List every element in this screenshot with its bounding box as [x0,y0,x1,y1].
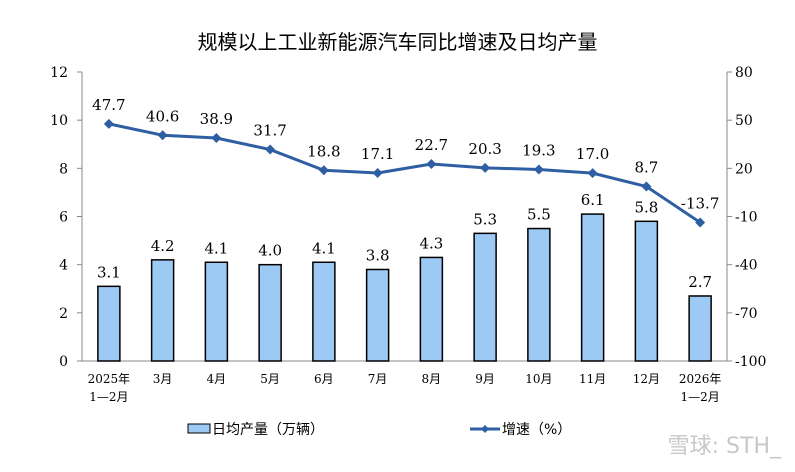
bar [365,268,390,362]
chart-title: 规模以上工业新能源汽车同比增速及日均产量 [197,30,598,54]
line-marker [372,167,383,178]
bar [204,261,229,362]
category-label: 4月 [207,372,227,386]
bar-data-label: 6.1 [581,191,605,209]
bar-data-label: 5.5 [527,206,551,224]
bar [97,285,121,362]
category-label: 3月 [153,372,173,386]
bar-data-label: 2.7 [688,273,712,291]
line-marker [695,217,706,228]
category-label: 2026年 [679,372,722,386]
line-marker [318,165,329,176]
bar [150,259,175,362]
right-tick-label: -10 [735,210,758,226]
category-label: 9月 [475,372,495,386]
category-label: 5月 [260,372,280,386]
line-data-label: 18.8 [307,142,340,160]
line-marker [103,118,114,129]
line-marker [641,181,652,192]
left-tick-label: 6 [59,210,68,226]
bar-data-label: 5.8 [634,198,658,216]
line-data-label: 40.6 [146,107,179,125]
bar [258,263,282,362]
category-label: 8月 [422,372,442,386]
right-tick-label: 20 [735,161,753,177]
legend-bar-label: 日均产量（万辆） [212,422,324,438]
line-data-label: 47.7 [92,96,125,114]
line-marker [211,132,222,143]
line-data-label: -13.7 [681,194,719,212]
growth-line [108,122,701,224]
left-tick-label: 2 [59,306,68,322]
line-marker [480,162,491,173]
line-data-label: 22.7 [415,136,448,154]
line-marker [533,164,544,175]
category-label: 7月 [368,372,388,386]
bar-data-label: 4.1 [204,239,228,257]
left-tick-label: 10 [50,113,68,129]
line-data-label: 31.7 [253,122,286,140]
bar [419,256,444,362]
left-tick-label: 12 [50,65,68,81]
category-label: 1—2月 [680,390,719,404]
category-label: 2025年 [88,372,131,386]
line-marker [587,168,598,179]
bar-data-label: 4.0 [258,242,282,260]
line-data-label: 19.3 [522,141,555,159]
line-marker [157,130,168,141]
left-tick-label: 0 [59,354,68,370]
line-data-label: 8.7 [634,158,658,176]
category-label: 10月 [525,372,552,386]
right-tick-label: -100 [735,354,766,370]
bar-data-label: 4.2 [151,237,175,255]
right-tick-label: -70 [735,306,758,322]
category-label: 6月 [314,372,334,386]
bar-data-label: 5.3 [473,210,497,228]
right-tick-label: 50 [735,113,753,129]
line-marker [265,144,276,155]
bar [527,227,551,362]
category-label: 11月 [579,372,606,386]
legend-line-marker [481,425,489,433]
bar-data-label: 3.8 [366,246,390,264]
bar [312,261,336,362]
left-tick-label: 8 [59,161,68,177]
bar-data-label: 4.3 [419,234,443,252]
bar [473,232,497,362]
line-marker [426,158,437,169]
bar [580,213,605,362]
watermark: 雪球: STH_ [667,434,781,459]
bar [634,220,659,362]
line-data-label: 38.9 [200,110,233,128]
line-data-label: 20.3 [468,140,501,158]
right-tick-label: 80 [735,65,753,81]
category-label: 12月 [633,372,660,386]
left-tick-label: 4 [59,258,68,274]
legend-bar-swatch [187,423,211,434]
right-tick-label: -40 [735,258,758,274]
line-data-label: 17.1 [361,145,394,163]
bar-data-label: 3.1 [97,263,121,281]
category-label: 1—2月 [89,390,128,404]
legend-line-label: 增速（%） [502,422,571,438]
line-data-label: 17.0 [576,145,609,163]
bar-data-label: 4.1 [312,239,336,257]
bar [688,295,712,362]
